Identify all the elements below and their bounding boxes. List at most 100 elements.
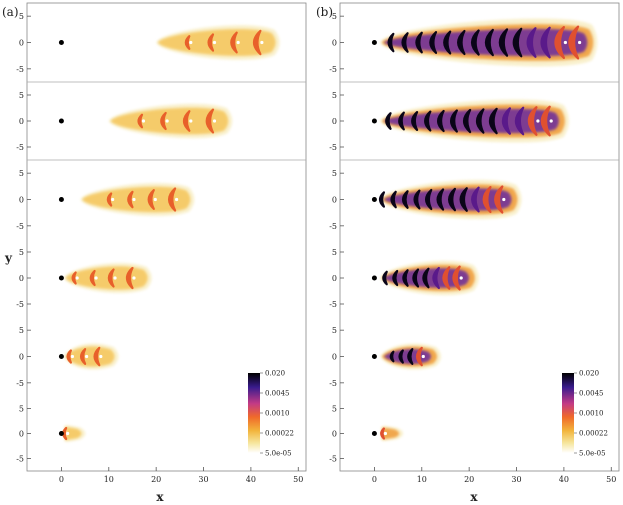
subplot-row: 5 0 -5 [329, 405, 404, 464]
colorbar-tick-label: 5.0e-05 [265, 450, 292, 458]
plume-crescent [392, 269, 399, 287]
plume-crescent [62, 426, 68, 441]
x-tick-label: 20 [464, 475, 474, 484]
y-tick-label: 5 [19, 405, 24, 414]
y-tick-label: 5 [332, 326, 337, 335]
plume-crescent [71, 271, 77, 285]
plume-crescent [380, 427, 385, 440]
panel-b-frame [339, 2, 620, 472]
y-tick-label: 0 [332, 274, 337, 283]
crescent-highlight [189, 40, 193, 45]
plume-crescent [89, 269, 96, 287]
colorbar-b-gradient [562, 373, 574, 453]
y-tick-label: 0 [332, 430, 337, 439]
plume-crescent [205, 108, 215, 134]
crescent-highlight [113, 276, 117, 280]
x-tick-label: 50 [606, 475, 616, 484]
plume-crescent [160, 111, 167, 131]
plume-crescent [125, 266, 134, 290]
plume-crescent [436, 188, 445, 211]
plume-crescent [424, 110, 432, 132]
y-tick-label: 5 [332, 248, 337, 257]
plume-body [82, 186, 191, 213]
panel-b-rows: 5 0 -5 5 0 -5 5 0 -5 5 0 -5 5 0 -5 5 0 -5 [329, 12, 598, 464]
crescent-highlight [212, 40, 217, 45]
plume-crescent [484, 28, 494, 57]
y-tick-label: -5 [16, 143, 24, 152]
plume-body [381, 427, 400, 440]
y-tick-label: -5 [329, 300, 337, 309]
y-tick-label: 5 [332, 12, 337, 21]
y-tick-label: 5 [19, 326, 24, 335]
source-point [371, 40, 377, 45]
x-tick-label: 30 [511, 475, 521, 484]
y-tick-label: -5 [329, 65, 337, 74]
plume-crescent [540, 26, 551, 59]
source-point [371, 431, 377, 436]
y-tick-label: 0 [19, 274, 24, 283]
y-tick-label: 0 [19, 196, 24, 205]
colorbar-tick-label: 5.0e-05 [579, 450, 606, 458]
panel-b: (b) 50-550-550-550-550-550-5 0 10 20 30 40 50… [316, 2, 620, 484]
y-tick-label: 5 [19, 169, 24, 178]
colorbar-tick-label: 0.0045 [265, 390, 290, 398]
y-tick-label: -5 [16, 65, 24, 74]
panel-a-axes: 0 10 20 30 40 50 [27, 81, 306, 484]
crescent-highlight [175, 197, 179, 202]
plume-crescent [184, 35, 191, 50]
y-tick-label: 5 [332, 169, 337, 178]
x-tick-label: 40 [559, 475, 569, 484]
plume-crescent [459, 187, 468, 212]
y-tick-label: 0 [332, 196, 337, 205]
crescent-highlight [236, 40, 240, 45]
subplot-row: 5 0 -5 [16, 169, 195, 231]
y-tick-label: -5 [16, 379, 24, 388]
plume-crescent [182, 110, 191, 132]
plume-body [65, 346, 115, 367]
subplot-row: 5 0 -5 [329, 248, 479, 309]
plume-crescent [415, 346, 423, 367]
plume-crescent [475, 108, 485, 134]
y-tick-label: 0 [332, 39, 337, 48]
plume-crescent [554, 26, 565, 59]
plume-crescent [79, 348, 87, 365]
panel-b-label: (b) [316, 5, 333, 19]
plume-crescent [93, 346, 101, 367]
plume-crescent [401, 190, 409, 209]
source-point [58, 40, 64, 45]
plume-crescent [413, 189, 421, 210]
colorbar-tick-label: 0.0045 [579, 390, 604, 398]
plume-crescent [512, 27, 523, 58]
crescent-highlight [549, 119, 553, 123]
plume-crescent [106, 192, 113, 207]
y-tick-label: 0 [332, 117, 337, 126]
plume-crescent [390, 190, 397, 209]
colorbar-tick-label: 0.00022 [579, 430, 608, 438]
colorbar-tick-label: 0.020 [579, 370, 599, 378]
plume-crescent [540, 105, 551, 137]
panel-a-frame [26, 2, 307, 472]
subplot-row: 5 0 -5 [329, 326, 441, 388]
subplot-row: 5 0 -5 [16, 326, 119, 388]
plume-crescent [498, 28, 509, 57]
subplot-row: 5 0 -5 [16, 12, 280, 74]
panel-b-axes: 0 10 20 30 40 50 [340, 81, 619, 484]
plume-crescent [449, 109, 458, 133]
y-tick-label: 5 [19, 12, 24, 21]
y-tick-label: -5 [329, 379, 337, 388]
y-tick-label: 5 [332, 405, 337, 414]
y-tick-label: -5 [329, 455, 337, 464]
plume-crescent [398, 349, 404, 364]
crescent-highlight [70, 354, 74, 359]
crescent-highlight [189, 119, 193, 123]
plume-crescent [447, 187, 457, 212]
source-point [58, 275, 64, 281]
y-tick-label: 0 [19, 430, 24, 439]
crescent-highlight [66, 431, 70, 436]
x-tick-label: 30 [198, 475, 208, 484]
plume-crescent [462, 108, 472, 134]
colorbar-tick-label: 0.0010 [579, 410, 604, 418]
plume-crescent [568, 25, 580, 60]
y-tick-label: 5 [19, 248, 24, 257]
